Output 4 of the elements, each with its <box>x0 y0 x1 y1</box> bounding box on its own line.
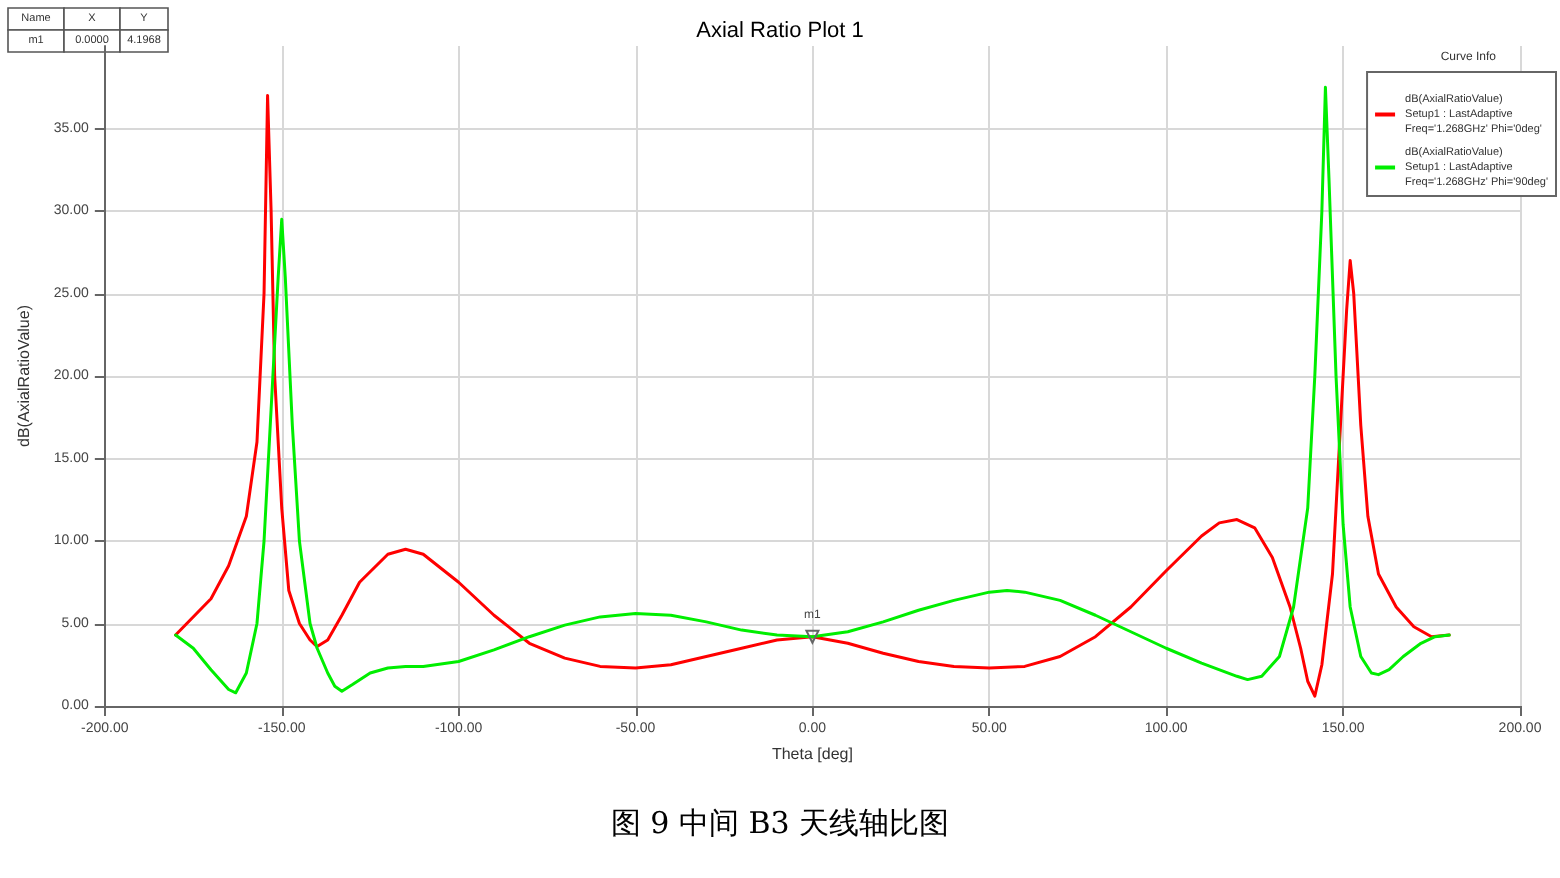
chart-title: Axial Ratio Plot 1 <box>696 19 864 43</box>
caption: 图 9 中间 B3 天线轴比图 <box>610 805 950 841</box>
y-axis-title: dB(AxialRatioValue) <box>15 304 33 447</box>
x-axis-title: Theta [deg] <box>771 744 853 763</box>
